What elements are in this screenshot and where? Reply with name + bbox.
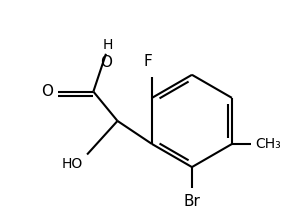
- Text: O: O: [41, 84, 53, 99]
- Text: HO: HO: [61, 157, 83, 171]
- Text: H: H: [103, 38, 113, 52]
- Text: CH₃: CH₃: [255, 137, 281, 151]
- Text: F: F: [143, 54, 152, 68]
- Text: Br: Br: [184, 194, 200, 209]
- Text: O: O: [100, 55, 112, 70]
